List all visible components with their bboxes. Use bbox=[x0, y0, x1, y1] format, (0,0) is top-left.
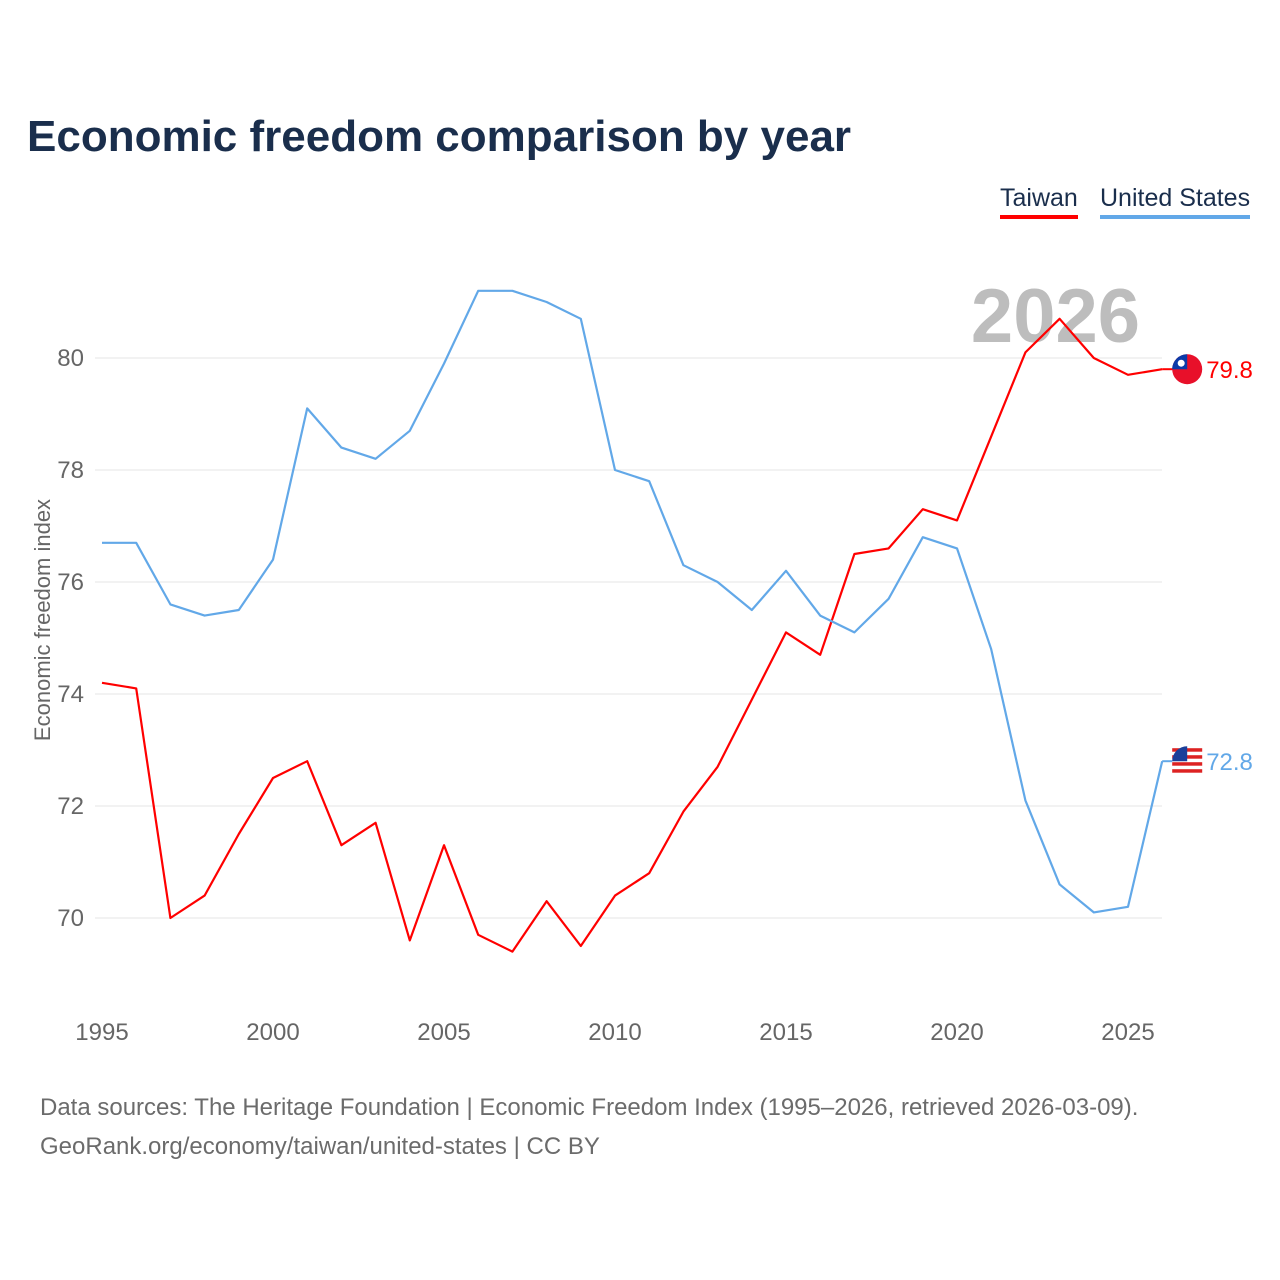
flag-stripe bbox=[1172, 762, 1203, 766]
chart-title: Economic freedom comparison by year bbox=[27, 112, 852, 161]
series-line-united-states bbox=[102, 289, 1164, 914]
x-tick-label: 2015 bbox=[759, 1019, 812, 1046]
source-line: Data sources: The Heritage Foundation | … bbox=[40, 1094, 1139, 1121]
x-tick-label: 2010 bbox=[588, 1019, 641, 1046]
footer: Data sources: The Heritage Foundation | … bbox=[40, 1088, 1138, 1166]
end-value-label: 79.8 bbox=[1206, 357, 1253, 384]
us-flag-icon bbox=[1172, 746, 1203, 777]
y-tick-label: 78 bbox=[57, 457, 84, 484]
x-tick-label: 2025 bbox=[1101, 1019, 1154, 1046]
flag-sun bbox=[1177, 359, 1185, 367]
y-tick-label: 72 bbox=[57, 793, 84, 820]
flag-canton bbox=[1172, 746, 1188, 762]
attribution-line: GeoRank.org/economy/taiwan/united-states… bbox=[40, 1133, 600, 1160]
x-tick-label: 2005 bbox=[417, 1019, 470, 1046]
legend-taiwan[interactable]: Taiwan bbox=[1000, 184, 1078, 219]
x-tick-label: 2000 bbox=[246, 1019, 299, 1046]
y-tick-label: 70 bbox=[57, 905, 84, 932]
y-axis-label: Economic freedom index bbox=[30, 499, 55, 741]
y-tick-label: 80 bbox=[57, 345, 84, 372]
legend-united-states[interactable]: United States bbox=[1100, 184, 1251, 219]
flag-stripe bbox=[1172, 769, 1203, 773]
current-year-label: 2026 bbox=[971, 274, 1140, 359]
series-line-taiwan bbox=[101, 317, 1163, 953]
y-tick-label: 76 bbox=[57, 569, 84, 596]
taiwan-flag-icon bbox=[1172, 354, 1203, 385]
y-tick-label: 74 bbox=[57, 681, 84, 708]
x-tick-label: 2020 bbox=[930, 1019, 983, 1046]
end-value-label: 72.8 bbox=[1206, 749, 1253, 776]
x-tick-label: 1995 bbox=[75, 1019, 128, 1046]
